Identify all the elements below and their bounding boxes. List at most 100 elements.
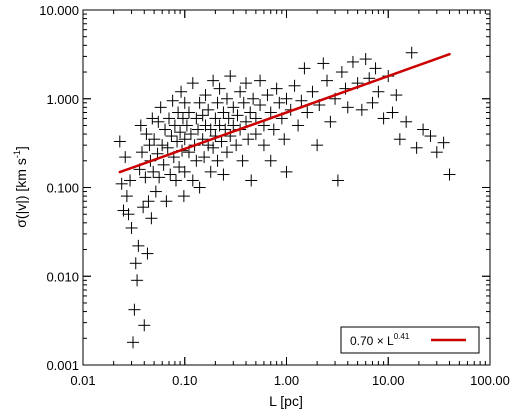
x-axis-title: L [pc] bbox=[269, 393, 303, 409]
data-point bbox=[213, 82, 226, 95]
data-point bbox=[142, 195, 155, 208]
data-point bbox=[193, 96, 206, 109]
data-point bbox=[220, 146, 233, 159]
data-point bbox=[113, 135, 126, 148]
data-point bbox=[237, 96, 250, 109]
data-point bbox=[261, 89, 274, 102]
data-point bbox=[230, 139, 243, 152]
data-point bbox=[254, 99, 267, 112]
x-tick-label: 100.00 bbox=[470, 373, 510, 388]
data-point bbox=[311, 139, 324, 152]
data-point bbox=[160, 195, 173, 208]
data-point bbox=[254, 74, 267, 87]
legend: 0.70 × L0.41 bbox=[340, 326, 480, 354]
data-point bbox=[410, 141, 423, 154]
data-point bbox=[165, 130, 178, 143]
data-point bbox=[335, 66, 348, 79]
x-tick-label: 0.01 bbox=[70, 373, 95, 388]
data-point bbox=[156, 139, 169, 152]
data-point bbox=[149, 185, 162, 198]
data-point bbox=[207, 74, 220, 87]
x-tick-label: 0.10 bbox=[172, 373, 197, 388]
data-point bbox=[153, 171, 166, 184]
data-point bbox=[148, 133, 161, 146]
data-point bbox=[199, 89, 212, 102]
data-point bbox=[405, 46, 418, 59]
data-point bbox=[143, 139, 156, 152]
y-axis-title-sup: -1 bbox=[12, 150, 22, 158]
data-point bbox=[175, 85, 188, 98]
data-point bbox=[390, 89, 403, 102]
data-point bbox=[140, 128, 153, 141]
y-tick-label: 0.010 bbox=[46, 269, 79, 284]
data-point bbox=[301, 106, 314, 119]
data-point bbox=[164, 168, 177, 181]
data-point bbox=[320, 74, 333, 87]
data-point bbox=[178, 133, 191, 146]
data-point bbox=[159, 123, 172, 136]
data-point bbox=[138, 319, 151, 332]
data-point bbox=[145, 212, 158, 225]
axis-ticks bbox=[82, 9, 491, 366]
data-point bbox=[306, 85, 319, 98]
data-point bbox=[244, 106, 257, 119]
data-point bbox=[168, 119, 181, 132]
data-point bbox=[186, 77, 199, 90]
data-point bbox=[331, 174, 344, 187]
data-point bbox=[169, 174, 182, 187]
data-point bbox=[166, 94, 179, 107]
data-point bbox=[317, 57, 330, 70]
data-point bbox=[132, 239, 145, 252]
data-point bbox=[161, 141, 174, 154]
scatter-points bbox=[113, 46, 456, 349]
data-point bbox=[182, 106, 195, 119]
data-point bbox=[119, 151, 132, 164]
data-point bbox=[131, 274, 144, 287]
data-point bbox=[186, 174, 199, 187]
data-point bbox=[236, 154, 249, 167]
data-point bbox=[125, 221, 138, 234]
data-point bbox=[298, 62, 311, 75]
data-point bbox=[204, 123, 217, 136]
data-point bbox=[154, 101, 167, 114]
data-point bbox=[173, 161, 186, 174]
data-point bbox=[430, 146, 443, 159]
data-point bbox=[217, 106, 230, 119]
y-tick-labels: 0.001 0.010 0.100 1.000 10.000 bbox=[39, 3, 79, 373]
data-point bbox=[147, 165, 160, 178]
data-point bbox=[146, 112, 159, 125]
data-point bbox=[278, 133, 291, 146]
fit-line bbox=[118, 52, 451, 174]
data-point bbox=[178, 165, 191, 178]
data-point bbox=[120, 190, 133, 203]
y-tick-label: 0.001 bbox=[46, 358, 79, 373]
data-point bbox=[257, 139, 270, 152]
data-point bbox=[264, 154, 277, 167]
data-point bbox=[377, 112, 390, 125]
data-point bbox=[209, 112, 222, 125]
data-point bbox=[417, 123, 430, 136]
data-point bbox=[180, 119, 193, 132]
data-point bbox=[227, 119, 240, 132]
data-point bbox=[242, 133, 255, 146]
data-point bbox=[222, 112, 235, 125]
data-point bbox=[152, 115, 165, 128]
data-point bbox=[126, 336, 139, 349]
data-point bbox=[366, 96, 379, 109]
data-point bbox=[280, 165, 293, 178]
data-point bbox=[122, 208, 135, 221]
x-tick-labels: 0.01 0.10 1.00 10.00 100.00 bbox=[70, 373, 510, 388]
data-point bbox=[128, 303, 141, 316]
data-point bbox=[393, 133, 406, 146]
data-point bbox=[437, 136, 450, 149]
data-point bbox=[443, 168, 456, 181]
data-point bbox=[171, 135, 184, 148]
data-point bbox=[157, 158, 170, 171]
data-point bbox=[139, 171, 152, 184]
y-axis-title: σ(|v|) [km s-1] bbox=[12, 146, 29, 227]
data-point bbox=[359, 53, 372, 66]
data-point bbox=[346, 55, 359, 68]
data-point bbox=[207, 141, 220, 154]
data-point bbox=[292, 119, 305, 132]
data-point bbox=[184, 128, 197, 141]
